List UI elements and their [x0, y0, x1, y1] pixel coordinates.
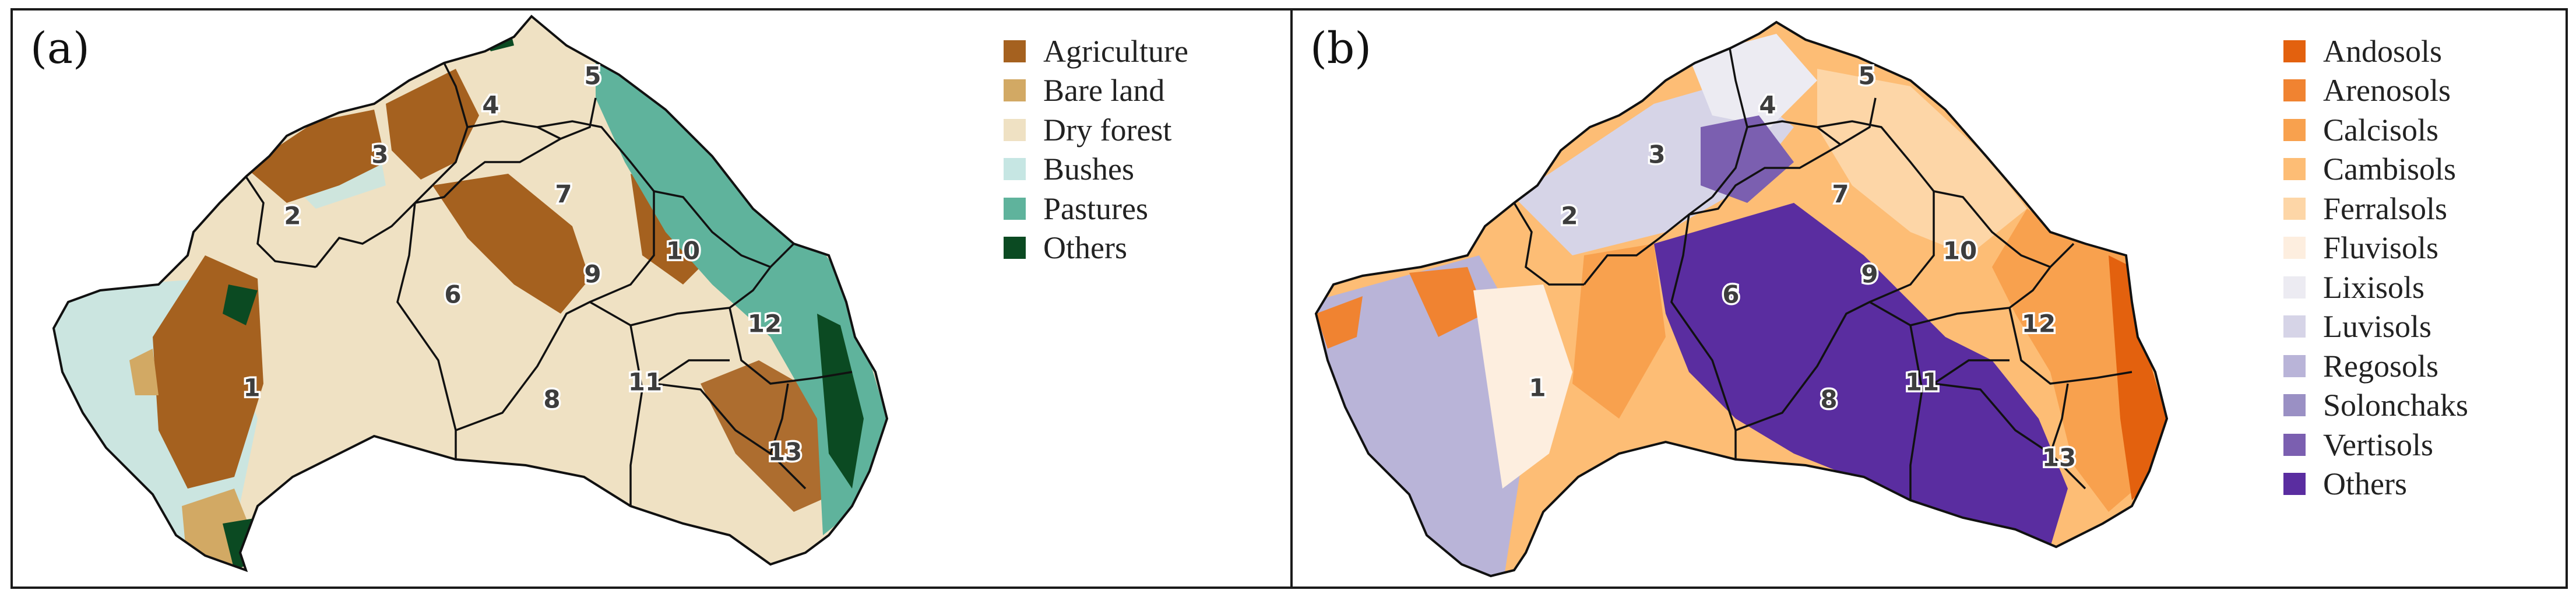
region-label: 2: [1561, 202, 1578, 230]
legend-swatch: [2283, 118, 2306, 141]
region-label: 6: [1722, 280, 1739, 309]
legend-label: Solonchaks: [2323, 388, 2468, 423]
region-label: 10: [1943, 237, 1977, 265]
region-label: 12: [2022, 310, 2056, 338]
legend-item: Fluvisols: [2283, 229, 2468, 268]
legend-label: Arenosols: [2323, 73, 2451, 108]
region-label: 4: [1759, 91, 1776, 120]
legend-item: Bare land: [1004, 71, 1188, 111]
legend-label: Others: [1043, 230, 1127, 266]
legend-item: Calcisols: [2283, 110, 2468, 150]
region-label: 12: [748, 310, 782, 338]
legend-swatch: [2283, 394, 2306, 417]
legend-label: Lixisols: [2323, 269, 2425, 305]
legend-label: Bushes: [1043, 152, 1135, 187]
legend-item: Others: [2283, 465, 2468, 504]
legend-swatch: [2283, 237, 2306, 259]
region-label: 1: [1529, 374, 1546, 402]
region-label: 9: [1861, 260, 1878, 289]
legend-label: Calcisols: [2323, 112, 2438, 148]
legend-item: Arenosols: [2283, 71, 2468, 111]
legend-swatch: [2283, 79, 2306, 102]
region-label: 6: [444, 280, 461, 309]
region-label: 3: [371, 141, 388, 169]
legend-item: Pastures: [1004, 189, 1188, 229]
legend-swatch: [1004, 118, 1026, 141]
legend: Andosols Arenosols Calcisols Cambisols F…: [2283, 31, 2468, 504]
region-label: 11: [628, 368, 662, 396]
legend-item: Regosols: [2283, 346, 2468, 386]
panel-label: (a): [30, 23, 90, 73]
region-label: 9: [584, 260, 601, 289]
legend-swatch: [1004, 237, 1026, 259]
legend: Agriculture Bare land Dry forest Bushes …: [1004, 31, 1188, 268]
legend-swatch: [2283, 315, 2306, 338]
legend-label: Ferralsols: [2323, 191, 2447, 226]
legend-swatch: [2283, 473, 2306, 496]
soil-type-map: 1 2 3 4 5 6 7 8 9 10 11 12 13: [1315, 21, 2168, 577]
region-label: 2: [284, 202, 301, 230]
region-label: 4: [482, 91, 499, 120]
region-label: 7: [555, 180, 572, 209]
legend-swatch: [2283, 433, 2306, 456]
legend-item: Dry forest: [1004, 110, 1188, 150]
legend-label: Regosols: [2323, 348, 2439, 384]
legend-swatch: [1004, 158, 1026, 181]
legend-item: Vertisols: [2283, 425, 2468, 465]
legend-swatch: [2283, 276, 2306, 299]
region-label: 3: [1648, 141, 1665, 169]
legend-swatch: [1004, 79, 1026, 102]
legend-label: Fluvisols: [2323, 230, 2439, 266]
legend-label: Cambisols: [2323, 152, 2457, 187]
region-label: 10: [666, 237, 700, 265]
region-label: 8: [1820, 385, 1837, 414]
legend-item: Agriculture: [1004, 31, 1188, 71]
legend-label: Pastures: [1043, 191, 1148, 226]
legend-swatch: [2283, 40, 2306, 62]
legend-item: Ferralsols: [2283, 189, 2468, 229]
legend-swatch: [1004, 40, 1026, 62]
panel-label: (b): [1310, 23, 1372, 73]
legend-item: Cambisols: [2283, 150, 2468, 189]
legend-label: Bare land: [1043, 73, 1165, 108]
land-cover-map: 1 2 3 4 5 6 7 8 9 10 11 12 13: [52, 15, 888, 571]
legend-item: Luvisols: [2283, 307, 2468, 347]
soil-type-panel: 1 2 3 4 5 6 7 8 9 10 11 12 13 (b) Andoso…: [1290, 8, 2568, 589]
legend-label: Agriculture: [1043, 33, 1188, 69]
legend-label: Andosols: [2323, 33, 2443, 69]
legend-label: Dry forest: [1043, 112, 1172, 148]
legend-label: Others: [2323, 466, 2407, 502]
legend-item: Andosols: [2283, 31, 2468, 71]
legend-item: Lixisols: [2283, 268, 2468, 307]
region-label: 13: [768, 438, 802, 466]
land-cover-panel: 1 2 3 4 5 6 7 8 9 10 11 12 13 (a) Agricu…: [10, 8, 1293, 589]
region-label: 5: [584, 62, 601, 90]
region-label: 1: [243, 374, 260, 402]
region-label: 13: [2042, 444, 2076, 472]
legend-item: Solonchaks: [2283, 386, 2468, 426]
legend-swatch: [1004, 197, 1026, 220]
region-label: 7: [1832, 180, 1849, 209]
legend-item: Others: [1004, 229, 1188, 268]
region-label: 5: [1858, 62, 1875, 90]
legend-swatch: [2283, 197, 2306, 220]
legend-swatch: [2283, 158, 2306, 181]
legend-label: Luvisols: [2323, 309, 2432, 345]
legend-label: Vertisols: [2323, 427, 2433, 462]
region-label: 8: [543, 385, 560, 414]
legend-swatch: [2283, 354, 2306, 377]
legend-item: Bushes: [1004, 150, 1188, 189]
region-label: 11: [1905, 368, 1939, 396]
